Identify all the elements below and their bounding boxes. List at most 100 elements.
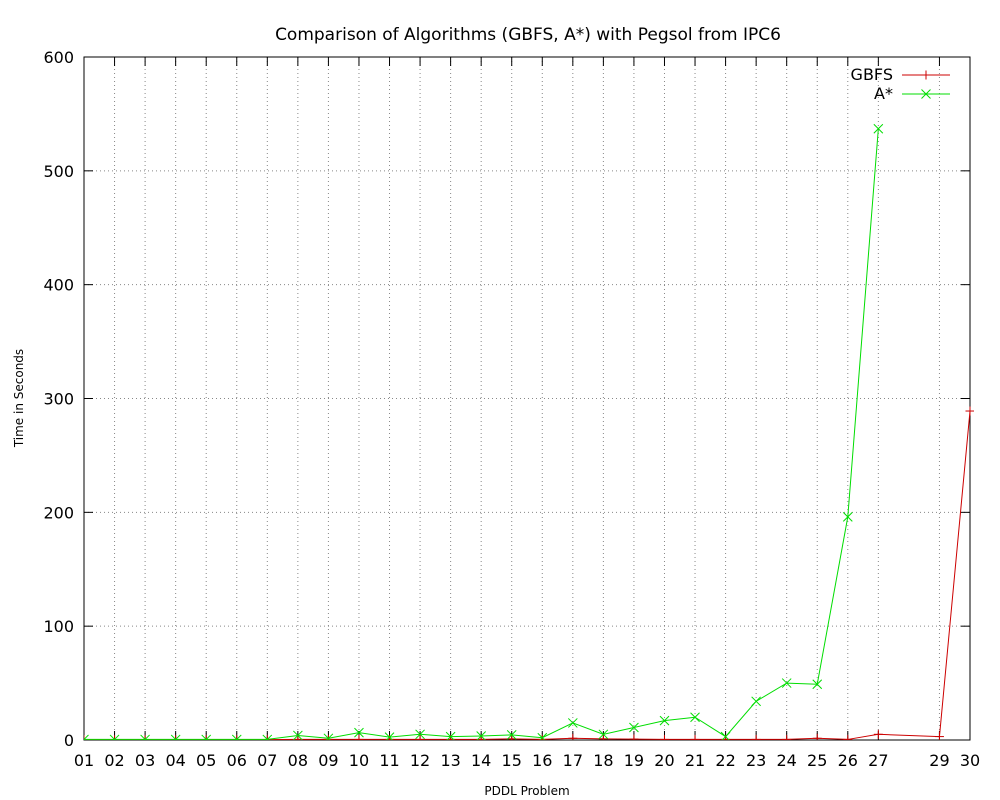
data-point [629, 734, 639, 740]
data-point [385, 734, 395, 740]
data-point [690, 734, 700, 740]
x-tick-label: 23 [746, 751, 766, 770]
data-point [293, 730, 303, 740]
x-tick-label: 12 [410, 751, 430, 770]
data-point [507, 734, 517, 740]
data-point [506, 730, 517, 740]
data-point [568, 733, 578, 740]
data-point [323, 733, 334, 740]
x-tick-label: 22 [715, 751, 735, 770]
y-axis-label: Time in Seconds [12, 349, 26, 448]
data-point [812, 679, 823, 690]
data-point [934, 732, 944, 740]
data-point [598, 734, 608, 740]
y-tick-label: 400 [43, 276, 74, 295]
data-point [751, 696, 761, 707]
x-tick-label: 27 [868, 751, 888, 770]
x-tick-label: 13 [440, 751, 460, 770]
series-layer [84, 123, 974, 740]
x-tick-label: 19 [624, 751, 644, 770]
data-point [782, 734, 792, 740]
data-point [842, 512, 853, 522]
data-point [873, 729, 883, 739]
data-point [109, 734, 120, 740]
y-tick-labels: 0 100 200 300 400 500 600 [43, 48, 74, 750]
data-point [476, 731, 487, 740]
x-tick-label: 25 [807, 751, 827, 770]
data-point [231, 734, 242, 740]
data-point [354, 727, 364, 738]
x-tick-label: 26 [838, 751, 858, 770]
legend-marker [921, 70, 931, 80]
data-point [537, 734, 547, 740]
chart-title: Comparison of Algorithms (GBFS, A*) with… [275, 25, 781, 45]
data-point [567, 718, 578, 728]
x-tick-label: 11 [379, 751, 399, 770]
y-tick-label: 500 [43, 162, 74, 181]
legend-label: GBFS [851, 65, 893, 84]
x-tick-label: 10 [349, 751, 369, 770]
x-tick-labels: 01 02 03 04 05 06 07 08 09 10 11 12 13 14 15 16 17 18 19 20… [74, 751, 980, 770]
y-tick-label: 600 [43, 48, 74, 67]
data-point [965, 406, 974, 416]
data-point [781, 678, 792, 688]
x-tick-label: 15 [502, 751, 522, 770]
x-tick-label: 07 [257, 751, 277, 770]
legend-marker [921, 89, 931, 99]
data-point [201, 734, 212, 740]
data-point [720, 731, 731, 740]
x-tick-label: 20 [654, 751, 674, 770]
data-point [690, 712, 700, 723]
x-tick-label: 24 [777, 751, 797, 770]
data-point [140, 734, 150, 740]
x-tick-label: 18 [593, 751, 613, 770]
x-tick-label: 17 [563, 751, 583, 770]
legend-item: A* [874, 84, 950, 103]
x-axis-label: PDDL Problem [484, 784, 569, 798]
data-point [415, 729, 425, 740]
x-tick-label: 05 [196, 751, 216, 770]
y-tick-label: 200 [43, 503, 74, 522]
data-point [873, 123, 884, 134]
series-line [84, 128, 879, 740]
data-point [659, 715, 670, 726]
x-tick-label: 30 [960, 751, 980, 770]
data-point [384, 732, 395, 740]
y-tick-label: 0 [64, 731, 74, 750]
x-tick-label: 08 [288, 751, 308, 770]
y-tick-label: 100 [43, 617, 74, 636]
data-point [445, 731, 456, 740]
data-point [170, 734, 181, 740]
data-point [354, 734, 364, 740]
data-point [751, 734, 761, 740]
x-tick-label: 03 [135, 751, 155, 770]
x-tick-label: 04 [165, 751, 185, 770]
x-tick-label: 06 [227, 751, 247, 770]
data-point [293, 734, 303, 740]
series-astar [84, 123, 884, 740]
y-tick-label: 300 [43, 390, 74, 409]
data-point [415, 734, 425, 740]
x-tick-label: 16 [532, 751, 552, 770]
data-point [598, 729, 609, 740]
x-tick-label: 29 [929, 751, 949, 770]
x-tick-label: 09 [318, 751, 338, 770]
grid [84, 57, 970, 740]
x-tick-label: 01 [74, 751, 94, 770]
data-point [629, 722, 639, 733]
x-tick-label: 02 [104, 751, 124, 770]
x-tick-label: 14 [471, 751, 491, 770]
data-point [812, 733, 822, 740]
data-point [323, 734, 333, 740]
series-gbfs [84, 406, 974, 740]
legend-label: A* [874, 84, 893, 103]
data-point [659, 734, 669, 740]
data-point [537, 732, 548, 740]
data-point [84, 734, 89, 740]
data-point [262, 734, 273, 740]
data-point [843, 734, 853, 740]
legend-item: GBFS [851, 65, 950, 84]
x-tick-label: 21 [685, 751, 705, 770]
